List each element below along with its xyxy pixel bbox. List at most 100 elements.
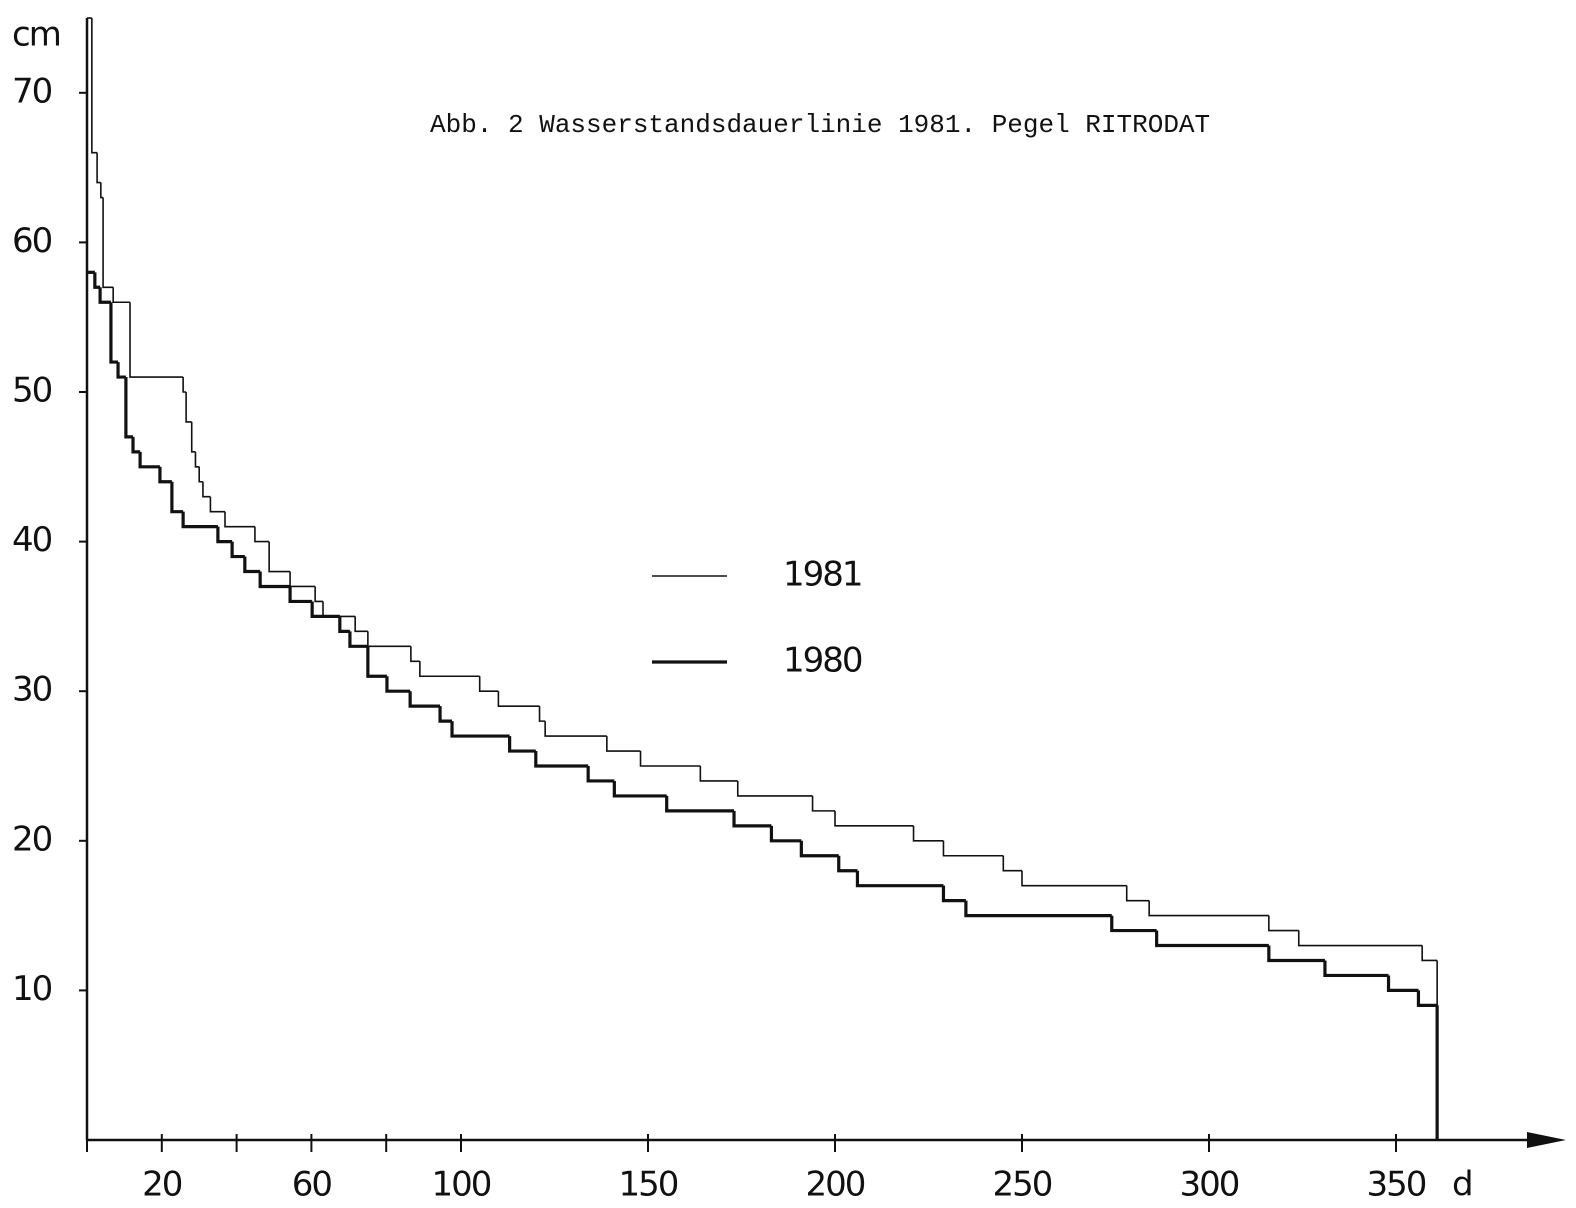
y-tick-label: 60 bbox=[12, 221, 52, 261]
step-segment bbox=[124, 377, 134, 439]
x-axis-label: d bbox=[1452, 1165, 1472, 1205]
y-tick-label: 10 bbox=[12, 969, 52, 1009]
y-tick-label: 20 bbox=[12, 819, 52, 859]
step-segment bbox=[1155, 930, 1269, 948]
step-segment bbox=[736, 780, 813, 797]
x-tick-label: 60 bbox=[292, 1165, 332, 1205]
step-segment bbox=[1268, 915, 1299, 932]
step-segment bbox=[1267, 945, 1325, 963]
step-segment bbox=[811, 795, 835, 812]
step-segment bbox=[129, 302, 184, 378]
y-tick-label: 40 bbox=[12, 520, 52, 560]
step-segment bbox=[1386, 975, 1419, 992]
step-segment bbox=[348, 631, 368, 648]
step-segment bbox=[170, 481, 184, 514]
step-segment bbox=[224, 511, 255, 528]
legend-label: 1980 bbox=[783, 641, 862, 681]
chart-title: Abb. 2 Wasserstandsdauerlinie 1981. Pege… bbox=[430, 110, 1210, 140]
x-tick-label: 350 bbox=[1367, 1165, 1426, 1205]
step-segment bbox=[109, 302, 119, 364]
step-segment bbox=[699, 766, 738, 782]
step-segment bbox=[639, 751, 701, 767]
step-segment bbox=[419, 661, 480, 678]
step-segment bbox=[182, 377, 187, 393]
step-segment bbox=[354, 616, 368, 633]
step-segment bbox=[91, 18, 98, 154]
step-segment bbox=[438, 706, 453, 723]
step-segment bbox=[544, 721, 607, 737]
step-segment bbox=[1323, 960, 1389, 978]
step-segment bbox=[538, 706, 546, 722]
axis-arrow bbox=[1527, 1132, 1566, 1148]
step-segment bbox=[268, 541, 291, 573]
step-segment bbox=[190, 421, 196, 453]
step-segment bbox=[799, 840, 839, 858]
y-tick-label: 30 bbox=[12, 670, 52, 710]
step-segment bbox=[116, 362, 126, 379]
step-segment bbox=[98, 287, 111, 304]
step-segment bbox=[138, 451, 160, 469]
step-segment bbox=[1021, 870, 1127, 887]
step-segment bbox=[612, 780, 667, 798]
y-tick-label: 50 bbox=[12, 371, 52, 411]
step-segment bbox=[942, 840, 1004, 857]
step-segment bbox=[450, 721, 510, 738]
x-tick-label: 250 bbox=[993, 1165, 1052, 1205]
step-segment bbox=[912, 825, 944, 842]
step-segment bbox=[1297, 930, 1423, 947]
step-segment bbox=[366, 646, 387, 678]
step-segment bbox=[478, 676, 499, 692]
step-segment bbox=[408, 691, 441, 708]
step-segment bbox=[254, 526, 270, 543]
y-tick-label: 70 bbox=[12, 71, 52, 111]
step-segment bbox=[534, 751, 589, 768]
step-segment bbox=[1148, 900, 1269, 917]
step-segment bbox=[1416, 990, 1438, 1007]
step-segment bbox=[497, 691, 540, 707]
step-segment bbox=[964, 900, 1112, 918]
step-segment bbox=[258, 571, 291, 589]
step-segment bbox=[181, 511, 218, 529]
step-segment bbox=[338, 616, 350, 633]
step-segment bbox=[96, 152, 101, 184]
x-tick-label: 100 bbox=[432, 1165, 491, 1205]
step-segment bbox=[1125, 885, 1150, 902]
step-segment bbox=[732, 810, 772, 828]
step-segment bbox=[314, 586, 323, 603]
step-segment bbox=[102, 197, 114, 289]
step-segment bbox=[769, 825, 802, 843]
step-segment bbox=[185, 392, 192, 423]
step-segment bbox=[410, 646, 420, 663]
step-segment bbox=[216, 526, 233, 544]
step-segment bbox=[131, 436, 141, 454]
x-tick-label: 20 bbox=[142, 1165, 182, 1205]
step-segment bbox=[837, 855, 858, 873]
step-segment bbox=[1110, 915, 1157, 933]
step-segment bbox=[243, 556, 261, 574]
step-segment bbox=[367, 631, 411, 648]
legend-label: 1981 bbox=[783, 555, 862, 595]
step-segment bbox=[209, 496, 226, 513]
y-axis-label: cm bbox=[12, 15, 60, 55]
step-segment bbox=[941, 885, 966, 903]
step-segment bbox=[665, 795, 735, 813]
step-segment bbox=[202, 481, 211, 498]
step-segment bbox=[322, 601, 356, 618]
step-segment bbox=[112, 287, 131, 304]
step-segment bbox=[198, 466, 203, 483]
step-segment bbox=[1421, 945, 1438, 962]
step-segment bbox=[834, 810, 914, 827]
step-segment bbox=[194, 451, 200, 468]
step-segment bbox=[1002, 855, 1022, 872]
step-segment bbox=[288, 586, 313, 604]
step-segment bbox=[855, 870, 944, 888]
x-tick-label: 150 bbox=[619, 1165, 678, 1205]
step-segment bbox=[385, 676, 411, 693]
step-segment bbox=[93, 272, 101, 289]
step-segment bbox=[508, 736, 536, 753]
step-segment bbox=[586, 766, 615, 783]
x-tick-label: 300 bbox=[1180, 1165, 1239, 1205]
step-segment bbox=[100, 182, 104, 199]
step-segment bbox=[230, 541, 245, 559]
